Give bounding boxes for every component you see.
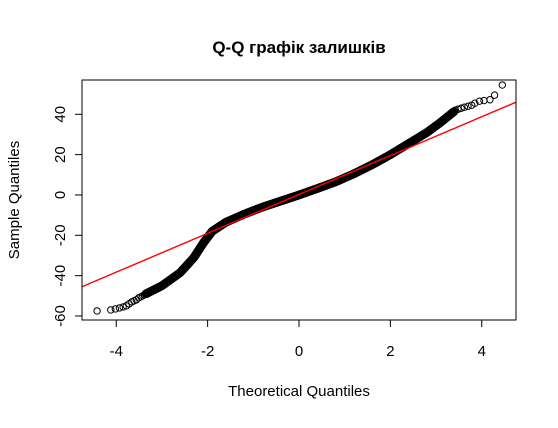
x-tick-label: -2	[201, 343, 214, 360]
qq-point	[457, 104, 465, 112]
y-tick-label: -40	[52, 265, 69, 287]
qq-reference-line	[81, 101, 517, 288]
y-tick-label: -60	[52, 305, 69, 327]
qq-point	[119, 303, 127, 311]
qq-point	[475, 97, 484, 105]
plot-area	[81, 81, 517, 315]
qq-point	[464, 102, 472, 110]
x-tick-label: -4	[110, 343, 123, 360]
y-tick-label: 0	[52, 191, 69, 199]
qq-point	[471, 99, 479, 107]
qq-point	[111, 305, 120, 313]
y-tick-label: -20	[52, 224, 69, 246]
x-axis-label: Theoretical Quantiles	[228, 383, 370, 400]
y-axis-label: Sample Quantiles	[6, 141, 23, 259]
qq-point	[115, 304, 124, 312]
y-tick-label: 40	[52, 106, 69, 123]
x-axis: -4 -2 0 2 4	[110, 319, 486, 360]
qq-point	[137, 293, 145, 301]
x-tick-label: 4	[478, 343, 486, 360]
x-tick-label: 0	[295, 343, 303, 360]
chart-title: Q-Q графік залишків	[212, 38, 385, 57]
y-tick-label: 20	[52, 146, 69, 163]
qq-point	[139, 292, 147, 300]
x-tick-label: 2	[386, 343, 394, 360]
qq-point	[498, 81, 506, 89]
qq-point	[486, 96, 494, 104]
qq-point	[107, 306, 115, 314]
qq-point	[460, 103, 469, 111]
qq-point	[480, 96, 488, 105]
qq-point	[140, 291, 149, 299]
y-axis: -60 -40 -20 0 20 40	[52, 106, 83, 327]
qq-point	[449, 107, 459, 116]
qq-point	[454, 105, 462, 113]
qq-point	[490, 91, 499, 99]
qq-point	[93, 307, 101, 315]
